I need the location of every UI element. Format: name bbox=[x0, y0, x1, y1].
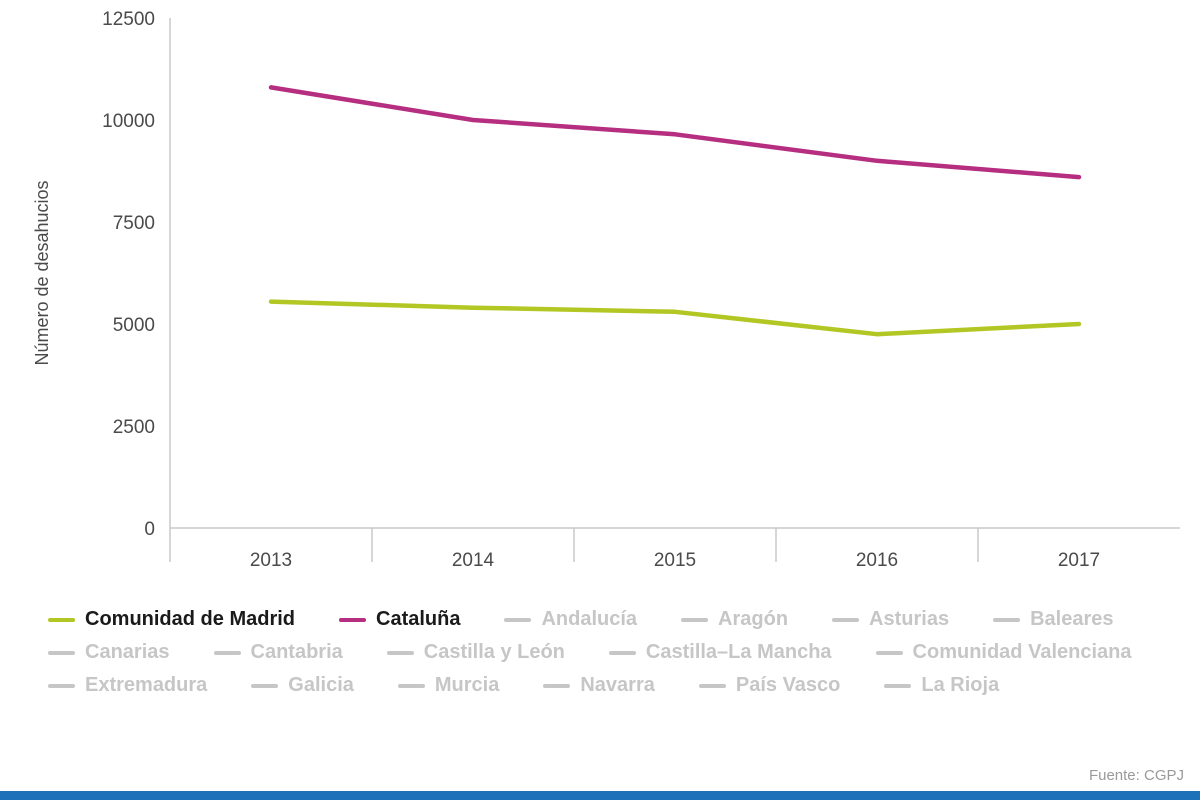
y-axis-title: Número de desahucios bbox=[32, 180, 52, 365]
legend-item-castilla-y-leon[interactable]: Castilla y León bbox=[386, 641, 565, 664]
legend-item-asturias[interactable]: Asturias bbox=[832, 608, 949, 631]
legend-marker-icon bbox=[993, 617, 1021, 622]
x-axis-tick-label: 2016 bbox=[856, 550, 898, 571]
legend-item-aragon[interactable]: Aragón bbox=[681, 608, 788, 631]
x-axis-tick-label: 2015 bbox=[654, 550, 696, 571]
legend-marker-icon bbox=[48, 683, 75, 688]
legend-item-pais-vasco[interactable]: País Vasco bbox=[698, 674, 841, 697]
legend-item-galicia[interactable]: Galicia bbox=[251, 674, 354, 697]
series-line-catalu-a[interactable] bbox=[268, 85, 1082, 180]
legend-marker-icon bbox=[504, 617, 532, 622]
legend-marker-icon bbox=[397, 683, 425, 688]
legend-marker-icon bbox=[698, 683, 726, 688]
legend-marker-icon bbox=[884, 683, 912, 688]
x-axis-tick-label: 2013 bbox=[250, 550, 292, 571]
y-axis-tick-label: 10000 bbox=[102, 111, 155, 132]
legend-marker-icon bbox=[48, 617, 75, 622]
legend-item-baleares[interactable]: Baleares bbox=[993, 608, 1113, 631]
legend-item-label: Castilla y León bbox=[423, 641, 565, 663]
legend-marker-icon bbox=[681, 617, 709, 622]
x-axis-tick-label: 2014 bbox=[452, 550, 495, 571]
y-axis-tick-label: 7500 bbox=[113, 213, 155, 234]
legend-item-comunidad-de-madrid[interactable]: Comunidad de Madrid bbox=[48, 608, 295, 631]
legend-marker-icon bbox=[251, 683, 279, 688]
legend-item-cataluna[interactable]: Cataluña bbox=[339, 608, 460, 631]
legend-item-label: Navarra bbox=[580, 674, 655, 696]
legend-item-label: Comunidad de Madrid bbox=[85, 608, 295, 630]
legend-marker-icon bbox=[386, 650, 414, 655]
y-axis-tick-label: 5000 bbox=[113, 315, 155, 336]
legend-marker-icon bbox=[875, 650, 903, 655]
source-attribution: Fuente: CGPJ bbox=[1088, 767, 1184, 784]
legend-marker-icon bbox=[543, 683, 571, 688]
legend-marker-icon bbox=[832, 617, 860, 622]
legend-item-canarias[interactable]: Canarias bbox=[48, 641, 170, 664]
legend-item-cantabria[interactable]: Cantabria bbox=[213, 641, 343, 664]
legend-item-label: Andalucía bbox=[541, 608, 638, 630]
legend-item-label: Comunidad Valenciana bbox=[912, 641, 1132, 663]
legend-item-label: Castilla–La Mancha bbox=[645, 641, 832, 663]
legend-marker-icon bbox=[213, 650, 241, 655]
chart-legend: Comunidad de Madrid Cataluña Andalucía Arag… bbox=[48, 608, 1168, 697]
y-axis-tick-label: 12500 bbox=[102, 9, 155, 30]
y-axis-tick-label: 2500 bbox=[113, 417, 155, 438]
legend-marker-icon bbox=[48, 650, 75, 655]
eviction-line-chart: 0 2500 5000 7500 10000 12500 2013 2014 2015 2016 2… bbox=[32, 9, 1180, 571]
footer-accent-bar bbox=[0, 791, 1200, 800]
legend-item-label: País Vasco bbox=[735, 674, 841, 696]
legend-item-label: Cantabria bbox=[250, 641, 343, 663]
legend-item-label: Cataluña bbox=[376, 608, 461, 630]
legend-item-label: La Rioja bbox=[921, 674, 1000, 696]
legend-item-label: Asturias bbox=[869, 608, 950, 630]
x-axis-tick-label: 2017 bbox=[1058, 550, 1100, 571]
legend-item-label: Baleares bbox=[1030, 608, 1114, 630]
legend-item-label: Canarias bbox=[85, 641, 170, 663]
legend-item-extremadura[interactable]: Extremadura bbox=[48, 674, 207, 697]
legend-item-label: Aragón bbox=[718, 608, 789, 630]
legend-marker-icon bbox=[608, 650, 636, 655]
legend-item-label: Murcia bbox=[434, 674, 500, 696]
legend-item-castilla-la-mancha[interactable]: Castilla–La Mancha bbox=[608, 641, 832, 664]
legend-item-andalucia[interactable]: Andalucía bbox=[504, 608, 637, 631]
legend-item-comunidad-valenciana[interactable]: Comunidad Valenciana bbox=[875, 641, 1132, 664]
y-axis-tick-label: 0 bbox=[144, 519, 155, 540]
legend-item-label: Extremadura bbox=[85, 674, 208, 696]
legend-item-la-rioja[interactable]: La Rioja bbox=[884, 674, 999, 697]
series-line-comunidad-de-madrid[interactable] bbox=[268, 299, 1082, 337]
legend-marker-icon bbox=[339, 617, 366, 622]
legend-item-murcia[interactable]: Murcia bbox=[397, 674, 500, 697]
legend-item-navarra[interactable]: Navarra bbox=[543, 674, 655, 697]
legend-item-label: Galicia bbox=[288, 674, 354, 696]
